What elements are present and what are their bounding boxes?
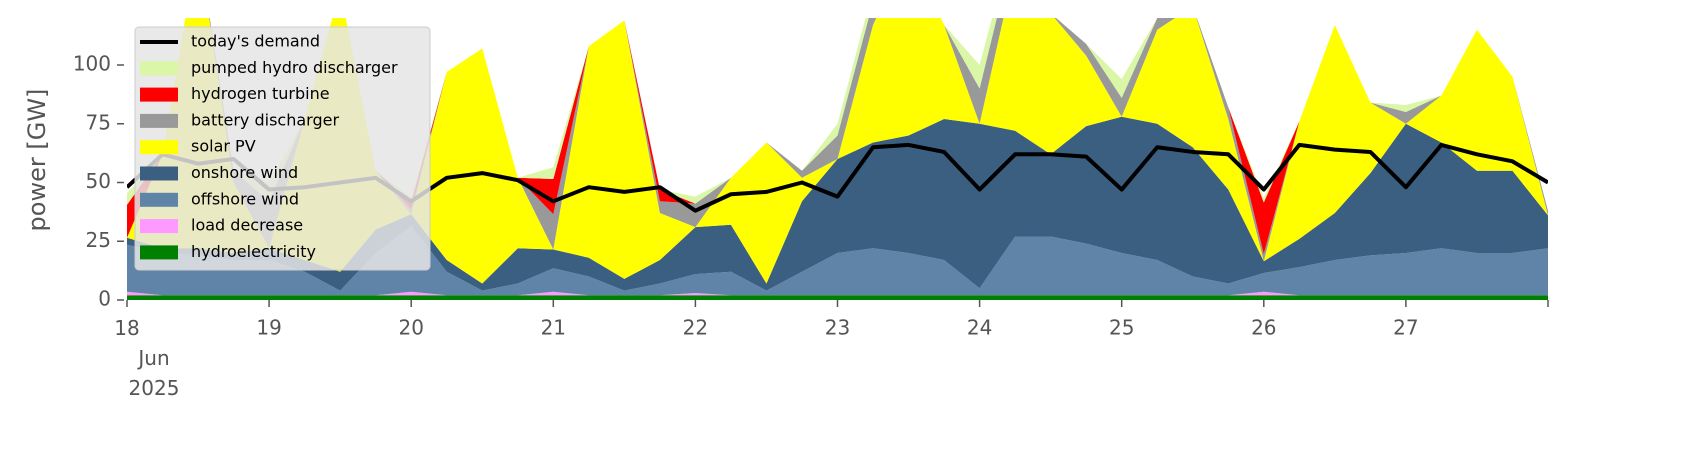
area bbox=[127, 18, 1548, 284]
legend-swatch bbox=[140, 113, 178, 128]
x-tick-label: 22 bbox=[683, 316, 708, 340]
legend-swatch bbox=[140, 245, 178, 260]
x-tick-label: 19 bbox=[256, 316, 281, 340]
legend-swatch bbox=[140, 166, 178, 181]
x-tick-label: 23 bbox=[825, 316, 850, 340]
legend-label: hydrogen turbine bbox=[191, 84, 330, 103]
legend-swatch bbox=[140, 192, 178, 207]
x-tick-label: 21 bbox=[541, 316, 566, 340]
legend-label: pumped hydro discharger bbox=[191, 58, 398, 77]
legend-box bbox=[134, 26, 431, 271]
legend-label: hydroelectricity bbox=[191, 242, 316, 261]
y-axis-label: power [GW] bbox=[23, 89, 51, 232]
y-tick-label: 0 bbox=[98, 287, 111, 311]
legend-swatch bbox=[140, 140, 178, 155]
legend-swatch bbox=[140, 87, 178, 102]
legend-label: load decrease bbox=[191, 216, 303, 235]
legend-label: onshore wind bbox=[191, 163, 298, 182]
legend: today's demand pumped hydro discharger hyd… bbox=[134, 26, 431, 271]
legend-label: offshore wind bbox=[191, 189, 299, 208]
area bbox=[127, 18, 1548, 262]
x-tick-label: 18 Jun 2025 bbox=[114, 316, 179, 400]
y-tick-label: 100 bbox=[73, 52, 111, 76]
x-tick-label: 20 bbox=[398, 316, 423, 340]
y-tick-label: 75 bbox=[86, 110, 111, 134]
area bbox=[127, 291, 1548, 296]
area bbox=[127, 295, 1548, 300]
x-tick-label: 27 bbox=[1393, 316, 1418, 340]
area bbox=[127, 116, 1548, 291]
legend-label: solar PV bbox=[191, 137, 256, 156]
area bbox=[127, 225, 1548, 296]
legend-label: today's demand bbox=[191, 32, 320, 51]
legend-label: battery discharger bbox=[191, 110, 339, 129]
x-tick-label: 25 bbox=[1109, 316, 1134, 340]
legend-swatch bbox=[140, 219, 178, 234]
x-tick-label: 26 bbox=[1251, 316, 1276, 340]
legend-swatch bbox=[140, 61, 178, 76]
x-tick-label: 24 bbox=[967, 316, 992, 340]
y-tick-label: 25 bbox=[86, 228, 111, 252]
y-tick-label: 50 bbox=[86, 169, 111, 193]
